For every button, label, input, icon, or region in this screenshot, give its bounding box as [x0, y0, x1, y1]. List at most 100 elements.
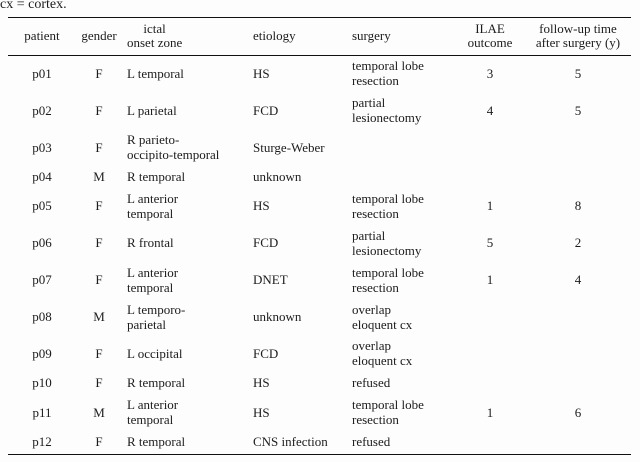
cell-gender: F [95, 198, 103, 214]
cell-patient: p07 [32, 272, 52, 288]
cell-etiology: HS [253, 404, 270, 420]
cell-gender: F [95, 65, 103, 81]
cell-surgery: temporal lobe resection [352, 264, 424, 295]
table-row: p12 F R temporal CNS infection refused [8, 432, 631, 454]
cell-ilae-outcome [455, 336, 525, 373]
cell-etiology: unknown [253, 169, 302, 184]
cell-ictal-onset-zone: L occipital [127, 345, 183, 361]
cell-followup-time: 8 [574, 198, 582, 214]
cell-gender: F [95, 375, 103, 391]
cell-surgery [345, 130, 455, 167]
cell-gender: M [93, 309, 105, 325]
header-gender: gender [81, 27, 117, 43]
table-row: p06 F R frontal FCD partial lesionectomy… [8, 225, 631, 262]
cell-etiology: Sturge-Weber [253, 139, 325, 155]
cell-gender: F [95, 139, 103, 155]
table-row: p11 M L anterior temporal HS temporal lo… [8, 395, 631, 432]
cell-surgery: refused [352, 375, 391, 391]
cell-etiology: HS [253, 198, 270, 214]
cell-ictal-onset-zone: R temporal [127, 375, 186, 391]
cell-surgery: overlap eloquent cx [352, 338, 413, 369]
cell-followup-time: 6 [574, 404, 582, 420]
header-etiology: etiology [253, 27, 296, 43]
cell-surgery: temporal lobe resection [352, 190, 424, 221]
header-ictal-onset-zone: ictal onset zone [122, 18, 245, 56]
cell-patient: p10 [32, 375, 52, 391]
cell-ictal-onset-zone: R frontal [127, 235, 174, 251]
cell-surgery: temporal lobe resection [352, 58, 424, 89]
cell-patient: p12 [32, 434, 52, 450]
cell-ictal-onset-zone: L anterior temporal [127, 397, 179, 428]
table-row: p02 F L parietal FCD partial lesionectom… [8, 93, 631, 130]
table-row: p09 F L occipital FCD overlap eloquent c… [8, 336, 631, 373]
cell-patient: p02 [32, 102, 52, 118]
cell-patient: p01 [32, 65, 52, 81]
cell-ilae-outcome: 1 [486, 404, 494, 420]
cell-etiology: FCD [253, 345, 279, 361]
cell-followup-time: 4 [574, 272, 582, 288]
cell-ictal-onset-zone: L temporal [127, 65, 184, 81]
cell-etiology: CNS infection [253, 434, 328, 450]
cell-ilae-outcome [455, 373, 525, 395]
cell-followup-time [525, 432, 631, 454]
cell-followup-time [525, 336, 631, 373]
cell-followup-time [525, 299, 631, 336]
cell-surgery [345, 167, 455, 189]
table-header: patient gender ictal onset zone etiology… [8, 18, 631, 56]
patient-table: patient gender ictal onset zone etiology… [8, 17, 631, 455]
cell-etiology: DNET [253, 272, 288, 288]
cell-ilae-outcome: 5 [486, 235, 494, 251]
cell-ictal-onset-zone: L temporo- parietal [127, 301, 186, 332]
cell-ilae-outcome: 3 [486, 65, 494, 81]
table-row: p03 F R parieto- occipito-temporal Sturg… [8, 130, 631, 167]
cell-ilae-outcome [455, 167, 525, 189]
cell-etiology: FCD [253, 102, 279, 118]
cell-surgery: refused [352, 434, 391, 450]
header-row: patient gender ictal onset zone etiology… [8, 18, 631, 56]
cell-ilae-outcome [455, 432, 525, 454]
cell-ilae-outcome: 1 [486, 272, 494, 288]
cell-followup-time: 2 [574, 235, 582, 251]
table-body: p01 F L temporal HS temporal lobe resect… [8, 55, 631, 454]
cell-followup-time [525, 130, 631, 167]
cell-etiology: unknown [253, 309, 302, 325]
table-row: p08 M L temporo- parietal unknown overla… [8, 299, 631, 336]
cell-ictal-onset-zone: L anterior temporal [127, 190, 179, 221]
cell-ictal-onset-zone: R parieto- occipito-temporal [127, 132, 220, 163]
cell-ictal-onset-zone: R temporal [127, 169, 186, 184]
table-row: p05 F L anterior temporal HS temporal lo… [8, 188, 631, 225]
header-surgery: surgery [352, 27, 391, 43]
cell-surgery: partial lesionectomy [352, 227, 422, 258]
header-ilae-outcome: ILAE outcome [467, 20, 513, 51]
cell-followup-time: 5 [574, 102, 582, 118]
cell-ictal-onset-zone: L parietal [127, 102, 177, 118]
table-row: p10 F R temporal HS refused [8, 373, 631, 395]
cell-gender: F [95, 272, 103, 288]
cell-followup-time [525, 167, 631, 189]
header-patient: patient [24, 27, 60, 43]
cell-ilae-outcome: 1 [486, 198, 494, 214]
cell-followup-time [525, 373, 631, 395]
cell-surgery: overlap eloquent cx [352, 301, 413, 332]
table-row: p04 M R temporal unknown [8, 167, 631, 189]
table-row: p01 F L temporal HS temporal lobe resect… [8, 55, 631, 92]
header-ictal-onset-zone-label: ictal onset zone [127, 20, 183, 51]
cell-ilae-outcome [455, 130, 525, 167]
cell-ictal-onset-zone: L anterior temporal [127, 264, 179, 295]
cell-ilae-outcome [455, 299, 525, 336]
cell-etiology: FCD [253, 235, 279, 251]
cell-gender: M [93, 169, 105, 184]
cell-gender: F [95, 434, 103, 450]
table-caption-fragment: cx = cortex. [0, 0, 67, 12]
cell-patient: p04 [32, 169, 52, 184]
cell-patient: p03 [32, 139, 52, 155]
cell-ictal-onset-zone: R temporal [127, 434, 186, 450]
cell-surgery: partial lesionectomy [352, 95, 422, 126]
cell-patient: p11 [32, 404, 52, 420]
cell-ilae-outcome: 4 [486, 102, 494, 118]
cell-patient: p08 [32, 309, 52, 325]
cell-patient: p05 [32, 198, 52, 214]
cell-followup-time: 5 [574, 65, 582, 81]
cell-etiology: HS [253, 375, 270, 391]
